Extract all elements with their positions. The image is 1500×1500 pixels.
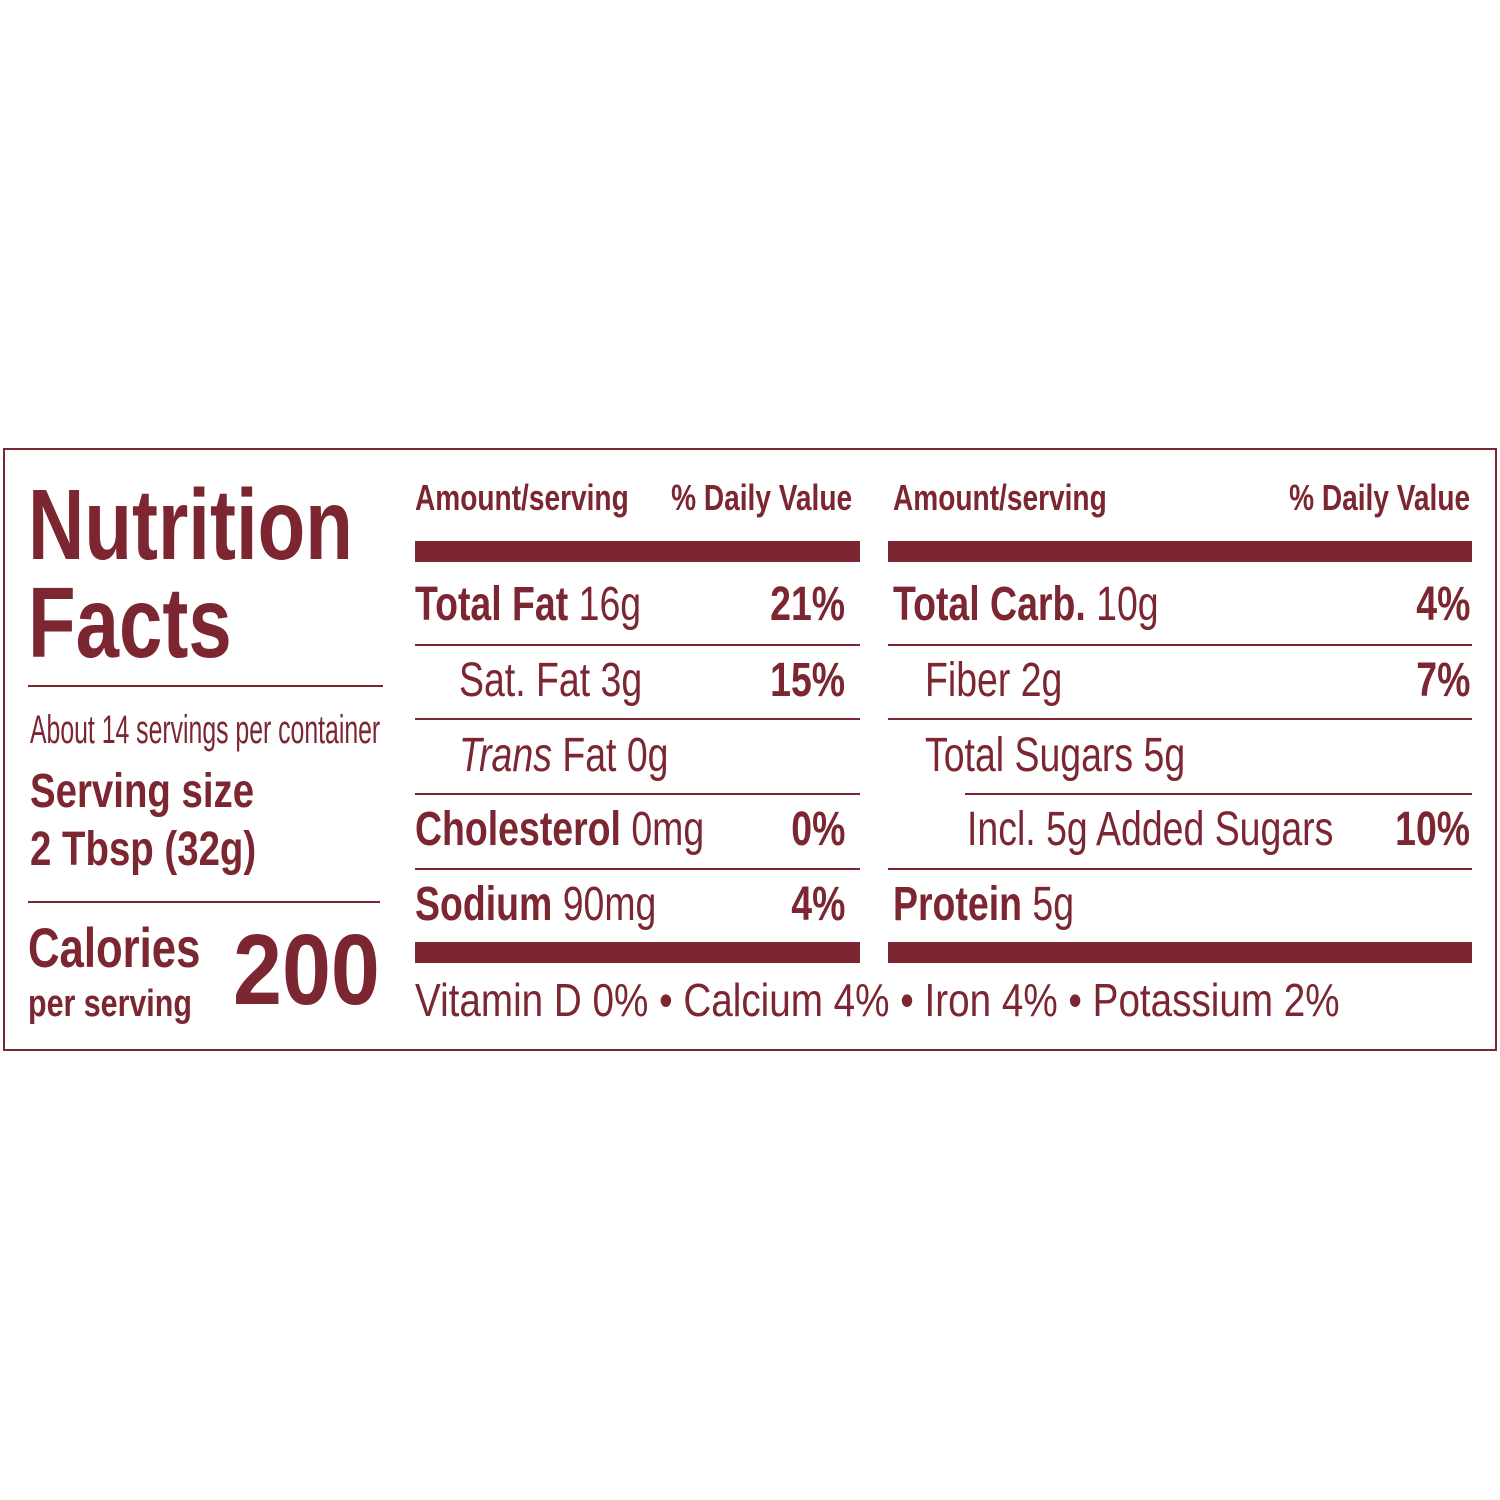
text: Fat [562,729,617,782]
footer: Vitamin D 0% • Calcium 4% • Iron 4% • Po… [415,974,1340,1026]
text: 5g [1143,729,1186,782]
text: 90mg [562,878,657,931]
label-border [3,448,1497,1051]
servings: About 14 servings per container [30,708,381,752]
rule [888,868,1472,870]
text: 16g [578,578,642,631]
text: Cholesterol [415,803,621,856]
column-header: % Daily Value [1288,477,1470,518]
text: Incl. 5g Added Sugars [967,803,1334,856]
daily-value: 4% [1415,578,1470,631]
nutrient-row: Incl. 5g Added Sugars [967,806,1333,854]
rule [415,793,860,795]
title: Nutrition Facts [28,469,353,679]
rule [888,718,1472,720]
nutrient-row: Cholesterol 0mg [415,806,704,854]
nutrient-row: Total Sugars 5g [925,732,1185,780]
rule [415,718,860,720]
rule [888,541,1472,562]
daily-value: 21% [770,578,845,631]
rule [888,942,1472,963]
nutrient-row: Fiber 2g [925,657,1062,705]
text: Trans [459,729,552,782]
calories-value: 200 [233,914,380,1026]
column-header: Amount/serving [415,477,629,518]
rule [28,685,383,687]
rule [415,541,860,562]
daily-value: 4% [790,878,845,931]
nutrient-row: Trans Fat 0g [459,732,668,780]
daily-value: 10% [1395,803,1470,856]
text: Fiber [925,654,1011,707]
serving-size-label: Serving size [30,765,255,818]
text: 3g [600,654,643,707]
nutrient-row: Protein 5g [893,881,1074,929]
nutrient-row: Total Fat 16g [415,581,641,629]
rule [415,942,860,963]
text: 5g [1032,878,1075,931]
column-header: Amount/serving [893,477,1107,518]
rule [415,644,860,646]
rule [28,901,380,903]
text: 10g [1096,578,1159,631]
text: 0g [626,729,669,782]
daily-value: 7% [1415,654,1470,707]
rule [415,868,860,870]
nutrient-row: Total Carb. 10g [893,581,1159,629]
text: Total Fat [415,578,569,631]
text: Total Carb. [893,578,1086,631]
column-header: % Daily Value [670,477,852,518]
calories-sublabel: per serving [28,983,192,1025]
text: Sodium [415,878,553,931]
calories-label: Calories [28,916,201,979]
rule [888,644,1472,646]
rule [965,793,1472,795]
text: Total Sugars [925,729,1134,782]
text: 2g [1020,654,1063,707]
text: Protein [893,878,1022,931]
nutrient-row: Sat. Fat 3g [459,657,642,705]
daily-value: 0% [790,803,845,856]
text: Sat. Fat [459,654,591,707]
serving-size: 2 Tbsp (32g) [30,823,257,876]
nutrient-row: Sodium 90mg [415,881,656,929]
daily-value: 15% [770,654,845,707]
text: 0mg [631,803,705,856]
